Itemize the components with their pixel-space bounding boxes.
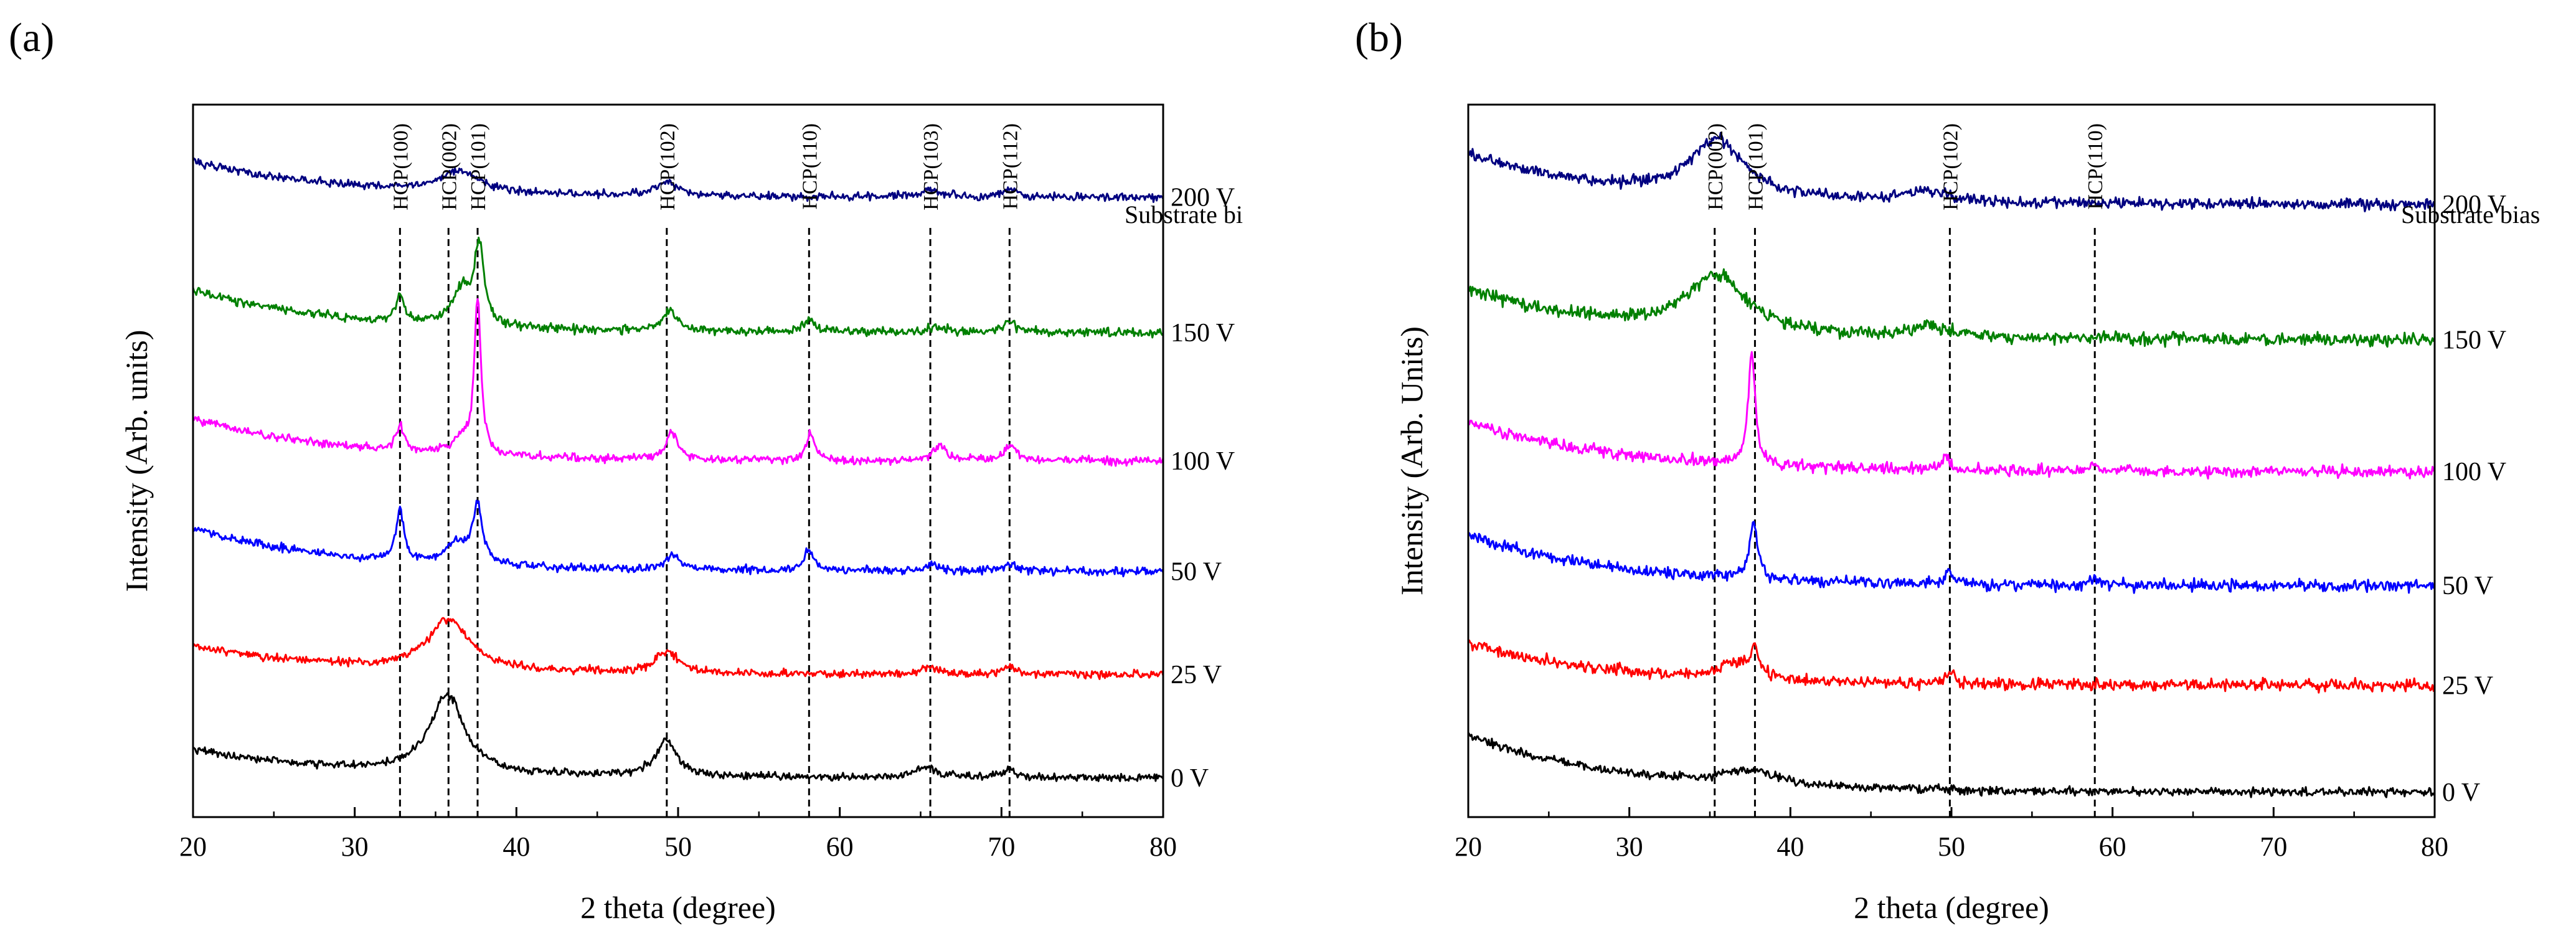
series-line (192, 692, 1164, 782)
legend-title-b: Substrate bias (2401, 201, 2540, 229)
x-axis-title-a: 2 theta (degree) (580, 890, 776, 925)
reference-line-label: HCP(100) (389, 123, 412, 210)
series-label: 150 V (1171, 319, 1235, 348)
x-tick-label: 20 (179, 831, 207, 862)
series-label: 0 V (2442, 778, 2480, 807)
x-axis-title-b: 2 theta (degree) (1854, 890, 2049, 925)
series-line (192, 298, 1164, 467)
panel-a: (a) 20 30 40 50 60 70 80 2 theta (degree) Inte… (9, 15, 1243, 925)
reference-line-label: HCP(102) (656, 123, 679, 210)
x-tick-label: 80 (2421, 831, 2448, 862)
series-line (1468, 131, 2436, 212)
panel-label-b: (b) (1355, 15, 1403, 60)
series-line (192, 158, 1164, 203)
reference-line-label: HCP(002) (438, 123, 461, 210)
x-tick-label: 70 (988, 831, 1015, 862)
series-line (1467, 268, 2435, 348)
reference-line-label: HCP(101) (1744, 123, 1767, 210)
legend-title-a: Substrate bi (1125, 201, 1243, 229)
x-tick-label: 50 (664, 831, 692, 862)
series-line (1467, 521, 2436, 594)
plot-frame-a (192, 103, 1164, 818)
reference-line-label: HCP(002) (1704, 123, 1727, 210)
y-axis-title-b: Intensity (Arb. Units) (1394, 326, 1429, 595)
x-tick-label: 40 (502, 831, 530, 862)
series-label: 200 V (1171, 184, 1235, 212)
series-line (1467, 732, 2436, 798)
reference-line-label: HCP(112) (999, 123, 1022, 210)
series-label: 25 V (1171, 661, 1222, 689)
series-line (1468, 640, 2436, 694)
reference-line-label: HCP(101) (467, 123, 490, 210)
series-line (192, 617, 1164, 680)
x-tick-label: 30 (341, 831, 369, 862)
series-label: 100 V (2442, 458, 2506, 486)
series-line (1468, 351, 2436, 480)
reference-line-label: HCP(110) (798, 123, 821, 210)
x-tick-label: 60 (2099, 831, 2126, 862)
series-label: 100 V (1171, 447, 1235, 476)
series-label: 25 V (2442, 671, 2493, 700)
series-label: 50 V (1171, 557, 1222, 586)
series-label: 200 V (2442, 191, 2506, 219)
x-tick-label: 20 (1455, 831, 1482, 862)
reference-line-label: HCP(103) (920, 123, 943, 210)
reference-line-label: HCP(102) (1939, 123, 1962, 210)
panel-b: (b) 20 30 40 50 60 70 80 2 theta (degree) Inte… (1355, 15, 2540, 925)
series-line (192, 499, 1164, 577)
x-tick-label: 70 (2260, 831, 2287, 862)
x-tick-label: 40 (1776, 831, 1804, 862)
series-line (192, 237, 1164, 339)
x-tick-label: 30 (1616, 831, 1643, 862)
series-label: 150 V (2442, 326, 2506, 355)
y-axis-title-a: Intensity (Arb. units) (119, 330, 154, 592)
x-tick-label: 50 (1938, 831, 1965, 862)
x-tick-label: 60 (826, 831, 854, 862)
reference-line-label: HCP(110) (2084, 123, 2107, 210)
series-label: 50 V (2442, 572, 2493, 600)
x-tick-label: 80 (1149, 831, 1177, 862)
series-label: 0 V (1171, 764, 1209, 793)
panel-label-a: (a) (9, 15, 54, 60)
